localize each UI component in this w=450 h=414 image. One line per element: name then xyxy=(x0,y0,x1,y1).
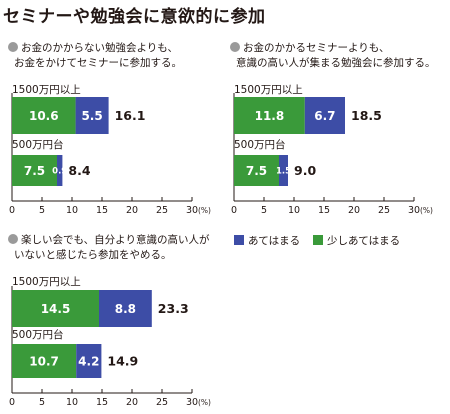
x-tick-label: 30 xyxy=(186,205,198,216)
legend-label-strong: あてはまる xyxy=(248,235,301,247)
bar-total-label: 8.4 xyxy=(68,163,90,178)
legend-swatch-strong xyxy=(234,235,244,245)
x-tick-label: 30 xyxy=(408,205,420,216)
question-2-line-2: 意識の高い人が集まる勉強会に参加する。 xyxy=(236,57,436,69)
bullet-dot-icon xyxy=(8,42,18,52)
legend-swatch-some xyxy=(313,235,323,245)
legend-label-some: 少しあてはまる xyxy=(327,235,401,247)
x-tick-label: 0 xyxy=(9,397,15,408)
bar-segment xyxy=(12,344,77,378)
bar-value-label: 10.7 xyxy=(29,354,59,368)
question-2-line-1: お金のかかるセミナーよりも、 xyxy=(230,41,436,56)
bar-value-label: 8.8 xyxy=(115,302,136,316)
x-axis-unit: (%) xyxy=(420,206,433,215)
x-tick-label: 30 xyxy=(186,397,198,408)
bar-value-label: 11.8 xyxy=(255,109,285,123)
bullet-dot-icon xyxy=(230,42,240,52)
bar-value-label: 7.5 xyxy=(246,164,267,178)
bar-segment xyxy=(57,155,63,186)
category-label: 1500万円以上 xyxy=(12,84,81,96)
question-1-line-2: お金をかけてセミナーに参加する。 xyxy=(14,57,182,69)
x-tick-label: 15 xyxy=(96,205,108,216)
bar-segment xyxy=(99,290,152,327)
bar-segment xyxy=(12,290,99,327)
category-label: 500万円台 xyxy=(12,138,64,151)
x-tick-label: 25 xyxy=(378,205,390,216)
question-1: お金のかからない勉強会よりも、 お金をかけてセミナーに参加する。 xyxy=(8,41,182,71)
x-tick-label: 20 xyxy=(126,205,138,216)
bullet-dot-icon xyxy=(8,234,18,244)
x-tick-label: 5 xyxy=(39,205,45,216)
bar-segment xyxy=(304,97,345,134)
x-tick-label: 5 xyxy=(261,205,267,216)
bar-segment xyxy=(12,155,57,186)
bar-value-label: 6.7 xyxy=(314,109,335,123)
legend-item-some: 少しあてはまる xyxy=(313,233,400,248)
x-tick-label: 15 xyxy=(318,205,330,216)
x-tick-label: 10 xyxy=(66,397,78,408)
bar-value-label: 1.5 xyxy=(276,167,291,177)
x-tick-label: 10 xyxy=(66,205,78,216)
bar-value-label: 14.5 xyxy=(41,302,71,316)
page-title: セミナーや勉強会に意欲的に参加 xyxy=(3,7,266,27)
bar-total-label: 18.5 xyxy=(351,108,382,123)
legend-item-strong: あてはまる xyxy=(234,233,300,248)
x-axis-unit: (%) xyxy=(198,206,211,215)
bar-value-label: 10.6 xyxy=(29,109,59,123)
bar-value-label: 7.5 xyxy=(24,164,45,178)
bar-segment xyxy=(279,155,288,186)
x-axis-unit: (%) xyxy=(198,398,211,407)
x-tick-label: 15 xyxy=(96,397,108,408)
bar-segment xyxy=(234,97,305,134)
category-label: 500万円台 xyxy=(234,138,286,151)
bar-segment xyxy=(12,97,76,134)
x-tick-label: 5 xyxy=(39,397,45,408)
category-label: 1500万円以上 xyxy=(12,276,81,288)
bar-total-label: 16.1 xyxy=(115,108,146,123)
bar-total-label: 23.3 xyxy=(158,301,189,316)
question-1-line-1: お金のかからない勉強会よりも、 xyxy=(8,41,182,56)
bar-value-label: 5.5 xyxy=(81,109,102,123)
bar-value-label: 0.9 xyxy=(52,167,67,177)
category-label: 1500万円以上 xyxy=(234,84,303,96)
question-3-line-1: 楽しい会でも、自分より意識の高い人が xyxy=(8,233,209,248)
bar-value-label: 4.2 xyxy=(78,354,99,368)
x-tick-label: 25 xyxy=(156,205,168,216)
bar-segment xyxy=(76,344,102,378)
bar-segment xyxy=(234,155,279,186)
x-tick-label: 20 xyxy=(348,205,360,216)
question-2: お金のかかるセミナーよりも、 意識の高い人が集まる勉強会に参加する。 xyxy=(230,41,436,71)
x-tick-label: 0 xyxy=(9,205,15,216)
question-3-line-2: いないと感じたら参加をやめる。 xyxy=(14,249,172,261)
x-tick-label: 0 xyxy=(231,205,237,216)
x-tick-label: 25 xyxy=(156,397,168,408)
x-tick-label: 20 xyxy=(126,397,138,408)
x-tick-label: 10 xyxy=(288,205,300,216)
question-3: 楽しい会でも、自分より意識の高い人が いないと感じたら参加をやめる。 xyxy=(8,233,209,263)
bar-total-label: 9.0 xyxy=(294,163,316,178)
bar-total-label: 14.9 xyxy=(107,354,138,369)
category-label: 500万円台 xyxy=(12,328,64,341)
bar-segment xyxy=(75,97,109,134)
